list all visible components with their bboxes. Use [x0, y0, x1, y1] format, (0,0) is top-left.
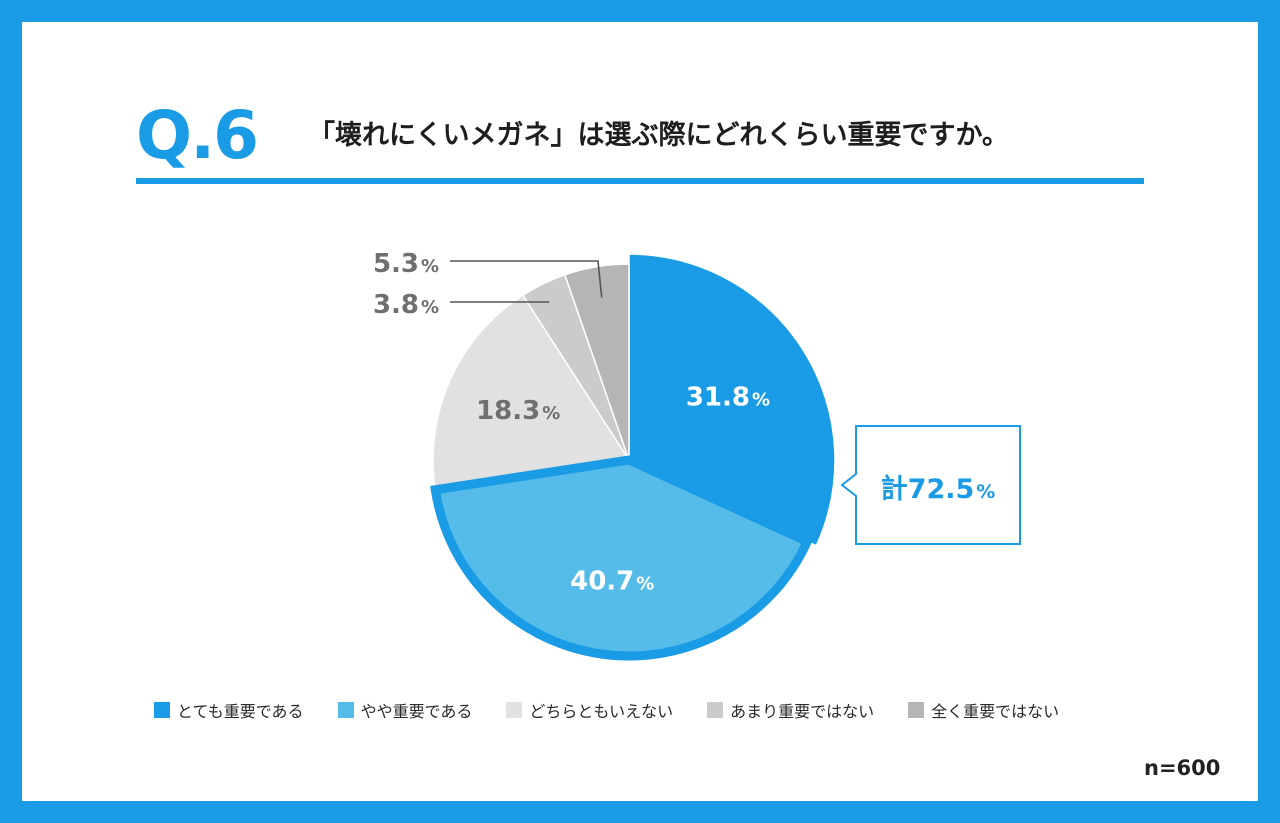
percent-unit: %: [421, 256, 439, 277]
question-title: 「壊れにくいメガネ」は選ぶ際にどれくらい重要ですか。: [308, 120, 1009, 151]
legend-item-neutral: どちらともいえない: [506, 698, 673, 722]
chart-card: Q.6 「壊れにくいメガネ」は選ぶ際にどれくらい重要ですか。 31.8% 40.7…: [22, 22, 1258, 801]
sample-size: n=600: [1144, 756, 1221, 780]
pie-chart: 31.8 %40.7 %18.3 %3.8 %5.3 %計72.5%: [373, 249, 1021, 661]
legend-item-very-important: とても重要である: [154, 698, 304, 722]
percent-unit: %: [421, 297, 439, 318]
legend-swatch: [154, 702, 170, 718]
legend-swatch: [908, 702, 925, 718]
slice-not-important: [563, 263, 630, 461]
title-rule: [136, 178, 1144, 184]
legend-label: やや重要である: [360, 702, 473, 721]
legend-item-somewhat-important: やや重要である: [337, 698, 473, 722]
percent-unit: %: [636, 573, 654, 594]
total-callout-box: [840, 425, 1021, 545]
legend-label: どちらともいえない: [529, 702, 674, 721]
value-label-not-very-important: 3.8%: [373, 290, 439, 320]
legend-label: あまり重要ではない: [730, 702, 875, 721]
legend-item-not-important: 全く重要ではない: [908, 698, 1059, 722]
question-number: Q.6: [136, 97, 259, 174]
legend: とても重要である やや重要である どちらともいえない あまり重要ではない 全く重…: [154, 698, 1059, 722]
percent-unit: %: [976, 481, 995, 503]
legend-swatch: [506, 702, 523, 718]
legend-swatch: [337, 702, 354, 718]
legend-label: とても重要である: [177, 702, 304, 721]
leader-line-not-important: [450, 260, 603, 298]
legend-item-not-very-important: あまり重要ではない: [707, 698, 874, 722]
slice-highlight-outline: [430, 455, 814, 661]
value-label-not-important: 5.3%: [373, 249, 439, 279]
percent-unit: %: [752, 389, 770, 410]
slice-neutral: [432, 294, 631, 491]
slice-very-important: [628, 253, 836, 547]
legend-label: 全く重要ではない: [931, 702, 1060, 721]
percent-unit: %: [542, 403, 560, 424]
legend-swatch: [707, 702, 724, 718]
